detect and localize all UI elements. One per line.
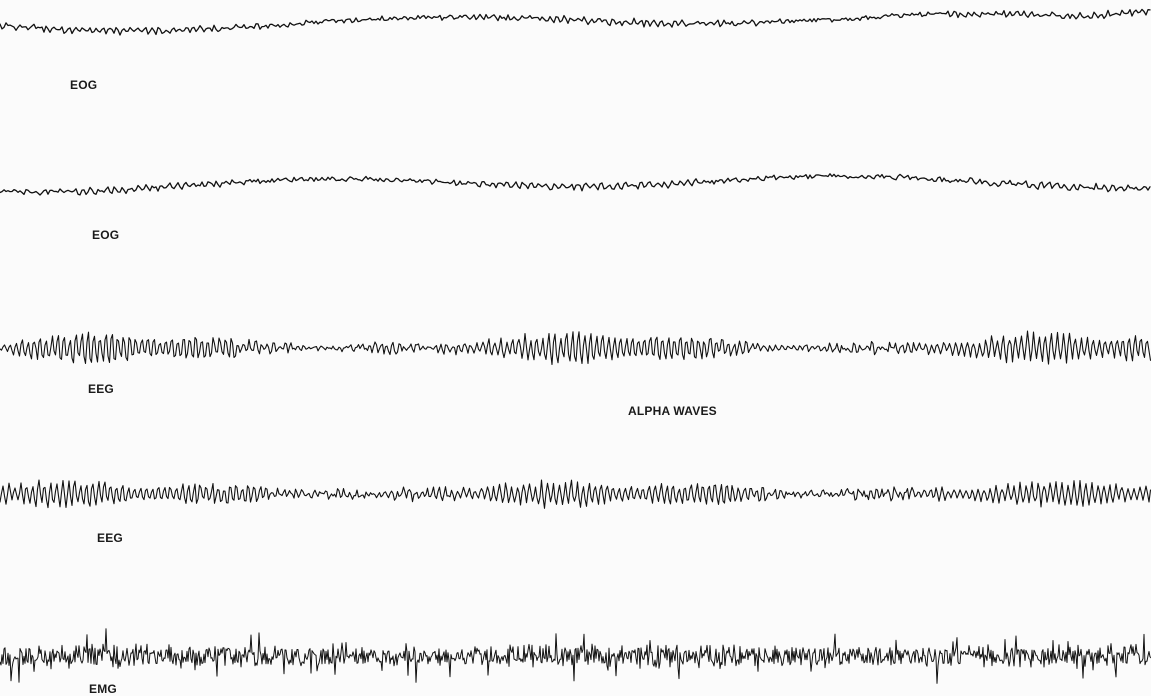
eog-label-2: EOG <box>92 228 120 242</box>
emg-trace <box>0 628 1151 684</box>
alpha-waves-annotation: ALPHA WAVES <box>628 404 717 418</box>
emg-label: EMG <box>89 682 117 696</box>
eog-trace-2 <box>0 173 1151 196</box>
eog-trace-1 <box>0 8 1151 36</box>
eeg-trace-1 <box>0 330 1151 366</box>
eeg-trace-2 <box>0 479 1151 509</box>
eog-label-1: EOG <box>70 78 98 92</box>
eeg-label-1: EEG <box>88 382 114 396</box>
eeg-label-2: EEG <box>97 531 123 545</box>
